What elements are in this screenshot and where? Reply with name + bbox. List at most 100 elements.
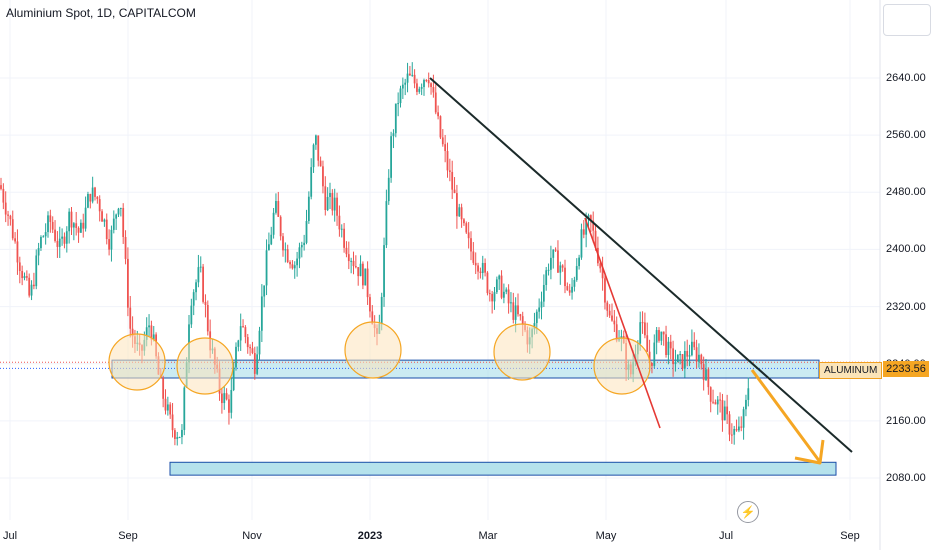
- candle-body: [745, 399, 747, 410]
- candle-body: [54, 229, 56, 241]
- candle-body: [507, 289, 510, 304]
- candle-body: [251, 348, 254, 353]
- candle-body: [514, 305, 517, 320]
- candle-body: [599, 263, 602, 269]
- candle-body: [110, 229, 113, 250]
- candle-body: [498, 275, 501, 280]
- candle-body: [397, 103, 400, 105]
- candle-body: [458, 207, 461, 217]
- candle-body: [298, 247, 301, 259]
- candle-body: [44, 232, 47, 237]
- candle-body: [131, 328, 134, 337]
- top-right-widget[interactable]: [883, 4, 931, 36]
- candle-body: [463, 219, 465, 224]
- candle-body: [493, 292, 496, 302]
- support-circle: [593, 337, 651, 395]
- candle-body: [566, 286, 569, 291]
- candle-body: [470, 238, 472, 252]
- candle-body: [284, 249, 287, 251]
- candle-body: [9, 215, 12, 220]
- candle-body: [268, 244, 270, 251]
- lightning-icon[interactable]: ⚡: [737, 501, 759, 523]
- candle-body: [162, 378, 165, 399]
- candle-body: [575, 266, 578, 280]
- candle-body: [108, 239, 110, 250]
- candle-body: [505, 289, 508, 292]
- candle-body: [21, 270, 24, 279]
- candle-body: [510, 302, 512, 304]
- candle-body: [582, 229, 585, 235]
- x-tick-label: Jul: [2, 530, 18, 542]
- candle-body: [390, 136, 392, 178]
- candle-body: [688, 355, 691, 357]
- candle-body: [77, 227, 80, 233]
- candle-body: [662, 331, 665, 335]
- candle-body: [329, 193, 331, 198]
- candle-body: [521, 316, 524, 325]
- candle-body: [223, 393, 226, 404]
- candle-body: [660, 331, 663, 341]
- candle-body: [98, 199, 101, 212]
- candle-body: [695, 347, 698, 362]
- candle-body: [47, 215, 49, 233]
- candle-body: [559, 265, 562, 273]
- candle-body: [420, 87, 423, 89]
- candle-body: [176, 437, 179, 439]
- candle-body: [169, 404, 172, 415]
- y-tick-label: 2640.00: [886, 72, 926, 84]
- candle-body: [362, 263, 364, 286]
- candle-body: [30, 284, 33, 296]
- candle-body: [70, 211, 73, 228]
- candle-body: [239, 326, 242, 341]
- candle-body: [651, 362, 653, 366]
- candle-body: [272, 212, 275, 235]
- candle-body: [72, 223, 75, 228]
- candle-body: [392, 133, 395, 137]
- candle-body: [101, 211, 103, 222]
- candle-body: [439, 116, 442, 138]
- x-tick-label: Nov: [242, 530, 262, 542]
- candle-body: [460, 207, 463, 220]
- candle-body: [347, 254, 350, 262]
- y-tick-label: 2160.00: [886, 415, 926, 427]
- candle-body: [427, 80, 430, 84]
- candle-body: [380, 296, 383, 324]
- candle-body: [291, 264, 294, 269]
- x-tick-label: May: [595, 530, 617, 542]
- candle-body: [324, 186, 327, 210]
- candle-body: [18, 262, 21, 271]
- candle-body: [305, 220, 308, 243]
- candle-body: [279, 216, 282, 237]
- candle-body: [674, 362, 677, 365]
- candle-body: [557, 250, 559, 273]
- candle-body: [275, 201, 277, 213]
- candle-body: [448, 170, 451, 172]
- candle-body: [61, 236, 63, 239]
- candle-body: [564, 267, 566, 287]
- candle-body: [571, 286, 573, 293]
- candle-body: [369, 297, 371, 312]
- candle-body: [413, 74, 416, 84]
- y-tick-label: 2400.00: [886, 243, 926, 255]
- candle-body: [366, 268, 369, 298]
- candle-body: [202, 266, 204, 302]
- candle-body: [601, 268, 604, 279]
- candle-body: [103, 219, 106, 222]
- candle-body: [592, 220, 595, 231]
- candle-body: [0, 185, 2, 189]
- candle-body: [354, 266, 357, 268]
- candle-body: [639, 322, 642, 344]
- candle-body: [199, 266, 202, 268]
- candle-body: [519, 314, 522, 317]
- candle-body: [204, 301, 207, 305]
- target-zone: [169, 461, 837, 476]
- candle-body: [232, 367, 235, 390]
- candle-body: [437, 112, 439, 117]
- candle-body: [322, 166, 324, 187]
- candle-body: [145, 327, 148, 340]
- candle-body: [58, 238, 61, 247]
- candle-body: [265, 250, 268, 286]
- symbol-tag: ALUMINUM: [819, 362, 883, 379]
- candle-body: [307, 196, 310, 221]
